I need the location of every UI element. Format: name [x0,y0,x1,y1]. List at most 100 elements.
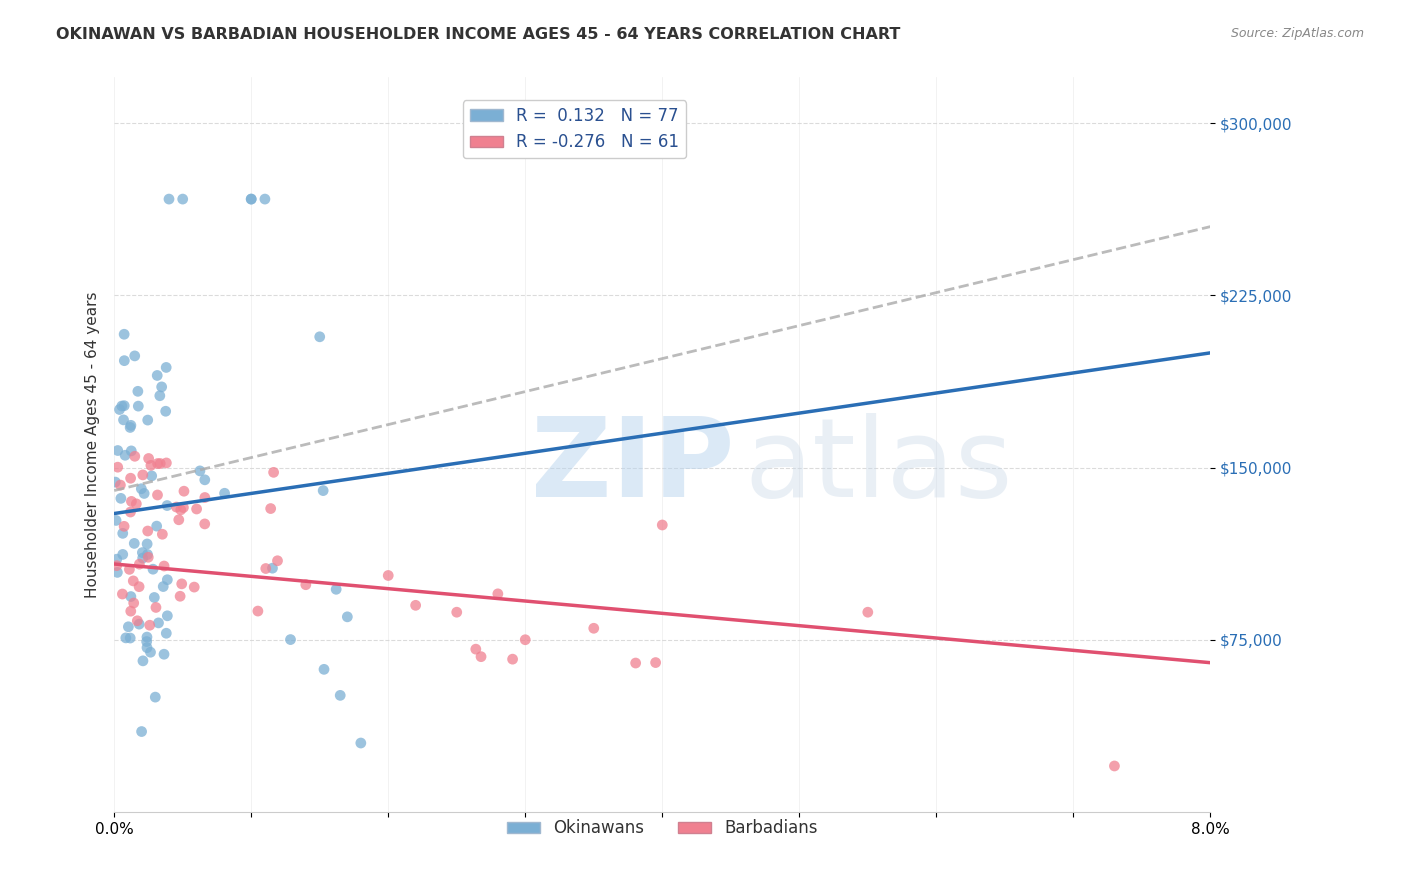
Point [145,519,167,533]
Point [308,330,330,344]
Point [155,404,177,418]
Point [240,192,263,206]
Point [127,614,149,628]
Point [155,360,177,375]
Point [108,402,131,417]
Point [262,561,284,575]
Point [134,486,156,500]
Point [156,499,179,513]
Point [110,491,132,506]
Point [240,192,263,206]
Point [107,460,129,475]
Point [136,524,159,538]
Point [150,380,173,394]
Text: Source: ZipAtlas.com: Source: ZipAtlas.com [1230,27,1364,40]
Point [165,500,187,514]
Point [120,443,142,458]
Point [131,551,153,566]
Point [135,634,157,648]
Point [127,384,149,399]
Point [173,484,195,499]
Point [112,413,135,427]
Point [246,604,269,618]
Point [146,488,169,502]
Point [124,450,146,464]
Point [112,399,135,413]
Point [122,596,145,610]
Point [183,580,205,594]
Point [312,483,335,498]
Point [132,467,155,482]
Point [644,656,666,670]
Point [194,516,217,531]
Point [110,478,132,492]
Point [152,580,174,594]
Point [156,573,179,587]
Point [112,327,135,342]
Point [146,457,169,471]
Point [125,497,148,511]
Point [105,513,128,527]
Point [143,690,166,705]
Point [170,577,193,591]
Point [188,464,211,478]
Point [143,591,166,605]
Point [104,475,127,489]
Y-axis label: Householder Income Ages 45 - 64 years: Householder Income Ages 45 - 64 years [86,292,100,598]
Point [153,559,176,574]
Point [122,574,145,588]
Point [280,632,302,647]
Point [127,399,149,413]
Point [186,502,208,516]
Point [105,552,128,566]
Point [120,418,142,433]
Point [131,724,153,739]
Point [136,413,159,427]
Point [136,640,159,655]
Point [111,587,134,601]
Legend: Okinawans, Barbadians: Okinawans, Barbadians [501,813,824,844]
Point [124,349,146,363]
Point [157,192,180,206]
Point [120,590,142,604]
Point [136,630,159,644]
Point [312,662,335,676]
Point [260,501,283,516]
Text: atlas: atlas [745,413,1012,520]
Point [105,566,128,580]
Point [295,578,318,592]
Point [149,457,172,471]
Point [122,536,145,550]
Point [139,645,162,659]
Point [145,600,167,615]
Point [111,548,134,562]
Point [263,466,285,480]
Point [139,458,162,473]
Point [486,587,509,601]
Point [136,548,159,562]
Point [148,615,170,630]
Point [155,456,177,470]
Point [172,192,194,206]
Point [194,491,217,505]
Text: ZIP: ZIP [530,413,734,520]
Point [624,656,647,670]
Point [194,473,217,487]
Point [128,557,150,571]
Text: OKINAWAN VS BARBADIAN HOUSEHOLDER INCOME AGES 45 - 64 YEARS CORRELATION CHART: OKINAWAN VS BARBADIAN HOUSEHOLDER INCOME… [56,27,901,42]
Point [105,558,128,573]
Point [128,617,150,632]
Point [167,513,190,527]
Point [214,486,236,500]
Point [266,554,288,568]
Point [150,527,173,541]
Point [856,605,879,619]
Point [111,526,134,541]
Point [120,494,142,508]
Point [120,631,142,645]
Point [117,620,139,634]
Point [405,599,427,613]
Point [136,550,159,565]
Point [146,368,169,383]
Point [131,545,153,559]
